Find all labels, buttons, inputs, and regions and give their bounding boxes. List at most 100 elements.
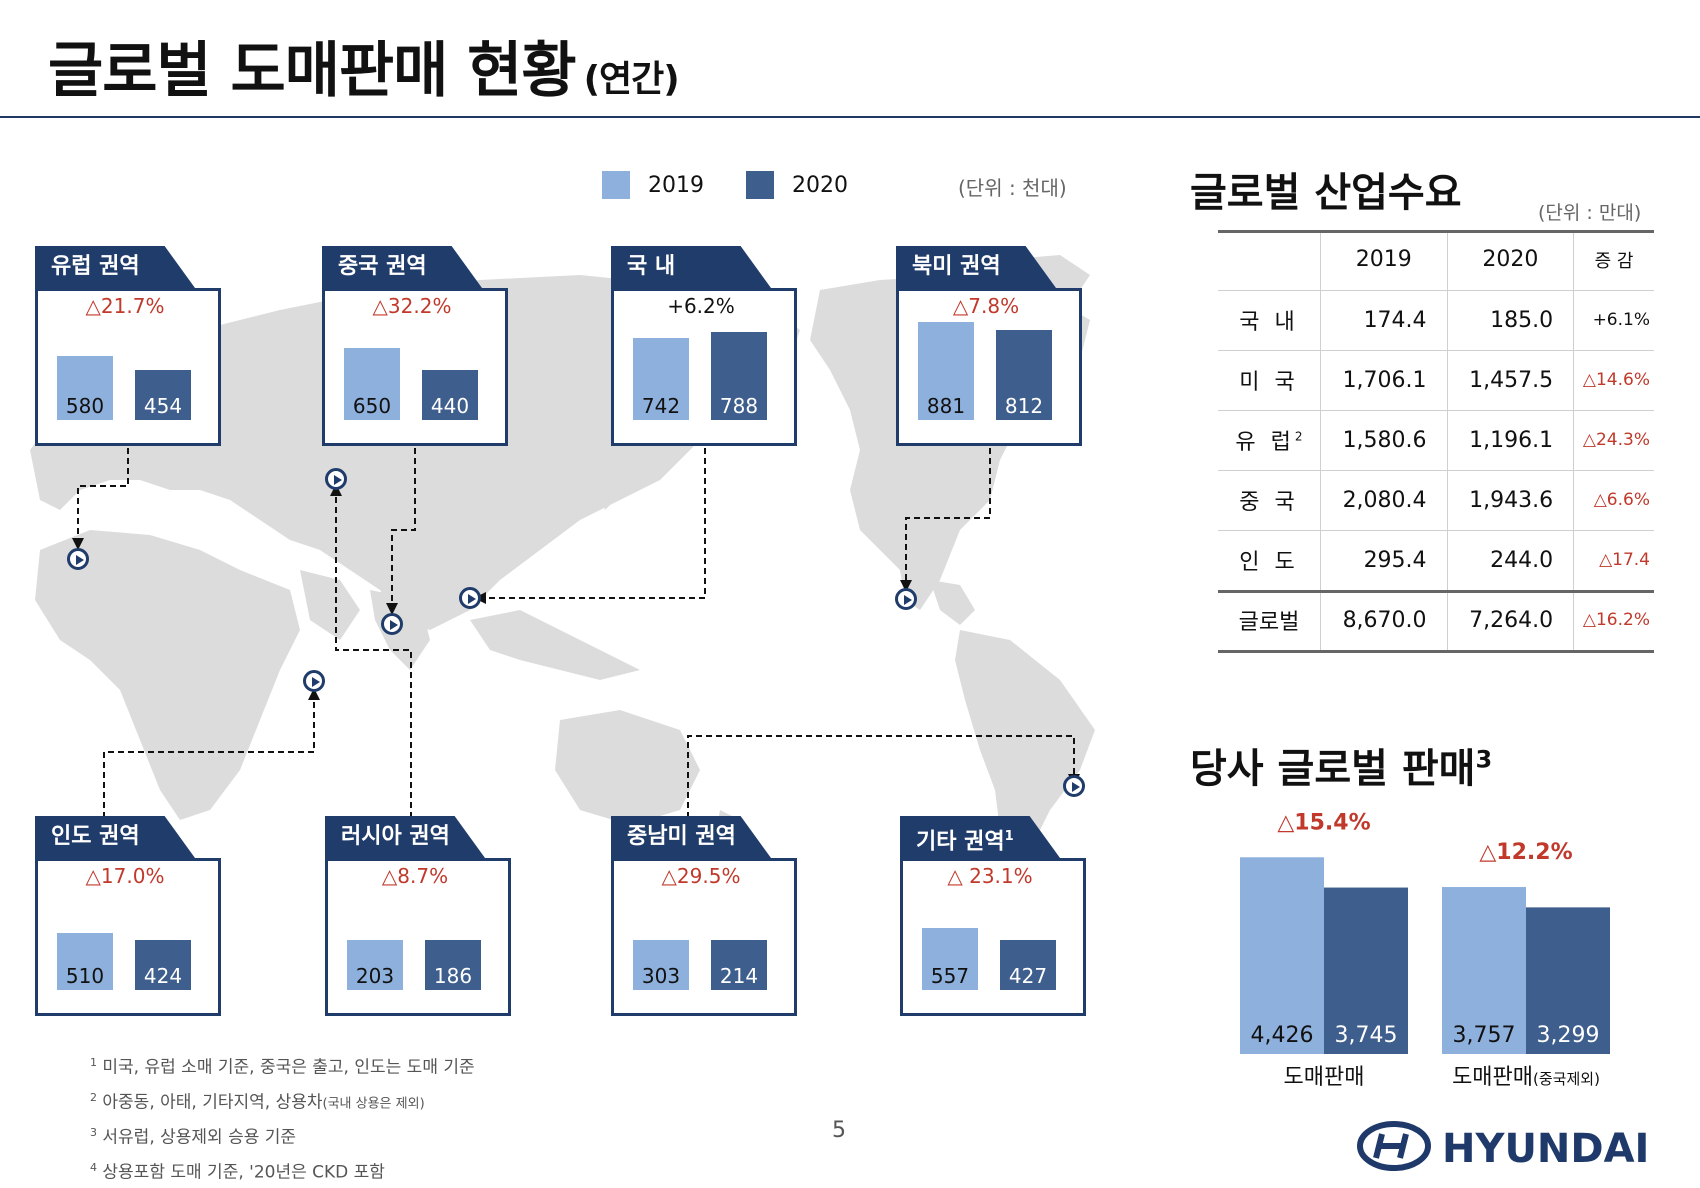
sales-value-label: 3,299 <box>1537 1023 1600 1048</box>
legend-swatch-2020 <box>746 171 774 199</box>
row-label-text: 미 국 <box>1239 370 1299 395</box>
row-label: 국 내 <box>1218 290 1321 351</box>
region-tab: 중국 권역 <box>322 246 482 288</box>
region-tab: 기타 권역1 <box>900 816 1060 858</box>
bar-2020 <box>711 332 767 420</box>
table-header-row: 2019 2020 증 감 <box>1218 230 1654 291</box>
cell-change: △24.3% <box>1573 410 1654 471</box>
bar-2020 <box>135 369 191 420</box>
footnote-text: 미국, 유럽 소매 기준, 중국은 출고, 인도는 도매 기준 <box>102 1057 475 1078</box>
map-marker-russia <box>325 468 347 490</box>
table-row: 중 국 2,080.4 1,943.6 △6.6% <box>1218 470 1654 531</box>
bar-2020 <box>1000 940 1056 990</box>
value-2019: 557 <box>930 964 970 988</box>
sales-value-label: 3,745 <box>1335 1023 1398 1048</box>
footnote-3: 3 서유럽, 상용제외 승용 기준 <box>90 1118 475 1153</box>
footnote-4: 4 상용포함 도매 기준, '20년은 CKD 포함 <box>90 1153 475 1188</box>
region-india: 인도 권역 △17.0% 510 424 <box>35 816 221 1016</box>
bar-2020 <box>996 329 1052 420</box>
table-row: 인 도 295.4 244.0 △17.4 <box>1218 530 1654 591</box>
sales-change-label: △15.4% <box>1277 810 1370 835</box>
cell-change: △17.4 <box>1573 530 1654 591</box>
table-header-cell: 증 감 <box>1573 230 1654 291</box>
value-2020: 454 <box>143 394 183 418</box>
region-latin-america: 중남미 권역 △29.5% 303 214 <box>611 816 797 1016</box>
footnote-2: 2 아중동, 아태, 기타지역, 상용차(국내 상용은 제외) <box>90 1083 475 1119</box>
sales-title-text: 당사 글로벌 판매 <box>1190 746 1476 792</box>
bar-2019 <box>918 322 974 420</box>
table-rule-top <box>1218 230 1654 233</box>
legend-item-2019: 2019 <box>602 171 704 199</box>
cell-2019: 1,580.6 <box>1319 410 1448 471</box>
title-sub: (연간) <box>583 59 680 100</box>
map-marker-latin-america <box>1063 775 1085 797</box>
unit-label: (단위 : 천대) <box>958 176 1067 200</box>
sales-bar-2020 <box>1324 887 1408 1054</box>
sales-value-label: 4,426 <box>1251 1023 1314 1048</box>
cell-change: △6.6% <box>1573 470 1654 531</box>
cell-2020: 7,264.0 <box>1446 590 1574 651</box>
bar-2019 <box>922 928 978 990</box>
table-header-cell <box>1218 230 1321 291</box>
table-rule-bottom <box>1218 650 1654 653</box>
region-name: 유럽 권역 <box>51 254 140 279</box>
value-2019: 580 <box>65 394 105 418</box>
region-change: △21.7% <box>85 294 165 318</box>
cell-2020: 1,457.5 <box>1446 350 1574 411</box>
footnote-num: 4 <box>90 1160 97 1174</box>
value-2019: 203 <box>355 964 395 988</box>
region-name: 국 내 <box>627 254 676 279</box>
region-change: △32.2% <box>372 294 452 318</box>
demand-unit: (단위 : 만대) <box>1538 202 1642 224</box>
bar-2019 <box>633 337 689 420</box>
title-main: 글로벌 도매판매 현황 <box>48 36 577 106</box>
cell-2019: 174.4 <box>1319 290 1448 351</box>
row-footnote-ref: 2 <box>1294 429 1303 444</box>
bar-2019 <box>633 940 689 990</box>
bar-2020 <box>135 940 191 990</box>
sales-change-label: △12.2% <box>1479 840 1572 865</box>
cell-2020: 1,943.6 <box>1446 470 1574 531</box>
footnote-text: 아중동, 아태, 기타지역, 상용차 <box>102 1092 323 1113</box>
cell-change: △16.2% <box>1573 590 1654 651</box>
footnote-num: 3 <box>90 1126 97 1140</box>
row-label: 미 국 <box>1218 350 1321 411</box>
cell-2020: 1,196.1 <box>1446 410 1574 471</box>
sales-bar-2019 <box>1240 857 1324 1054</box>
cell-2020: 185.0 <box>1446 290 1574 351</box>
table-row-total: 글로벌 8,670.0 7,264.0 △16.2% <box>1218 590 1654 651</box>
footnote-small-text: (국내 상용은 제외) <box>322 1096 425 1112</box>
region-tab: 유럽 권역 <box>35 246 195 288</box>
value-2019: 742 <box>641 394 681 418</box>
region-change: △29.5% <box>661 864 741 888</box>
footnote-1: 1 미국, 유럽 소매 기준, 중국은 출고, 인도는 도매 기준 <box>90 1048 475 1083</box>
region-change: △17.0% <box>85 864 165 888</box>
row-label: 글로벌 <box>1218 590 1321 651</box>
region-tab: 국 내 <box>611 246 771 288</box>
sales-bar-2019 <box>1442 887 1526 1054</box>
page-number: 5 <box>832 1118 846 1143</box>
sales-chart: 4,426 3,745 △15.4% 도매판매 3,757 3,299 △12.2% 도매판매… <box>1240 810 1610 1090</box>
row-label-text: 중 국 <box>1239 490 1299 515</box>
bar-2020 <box>425 940 481 990</box>
footnotes: 1 미국, 유럽 소매 기준, 중국은 출고, 인도는 도매 기준 2 아중동,… <box>90 1048 475 1188</box>
region-europe: 유럽 권역 △21.7% 580 454 <box>35 246 221 446</box>
table-rule-total <box>1218 590 1654 593</box>
region-name: 북미 권역 <box>912 254 1001 279</box>
legend-swatch-2019 <box>602 171 630 199</box>
table-header-cell: 2019 <box>1319 230 1448 291</box>
cell-2019: 2,080.4 <box>1319 470 1448 531</box>
value-2020: 440 <box>430 394 470 418</box>
table-header-cell: 2020 <box>1446 230 1574 291</box>
value-2019: 650 <box>352 394 392 418</box>
region-tab: 중남미 권역 <box>611 816 771 858</box>
cell-2019: 8,670.0 <box>1319 590 1448 651</box>
value-2020: 788 <box>719 394 759 418</box>
cell-2019: 295.4 <box>1319 530 1448 591</box>
legend: 2019 2020 <box>602 168 890 202</box>
page-title: 글로벌 도매판매 현황 (연간) <box>48 22 680 109</box>
sales-bar-2020 <box>1526 907 1610 1054</box>
region-name: 러시아 권역 <box>341 824 450 849</box>
region-domestic: 국 내 +6.2% 742 788 <box>611 246 797 446</box>
legend-label-2020: 2020 <box>792 172 848 198</box>
